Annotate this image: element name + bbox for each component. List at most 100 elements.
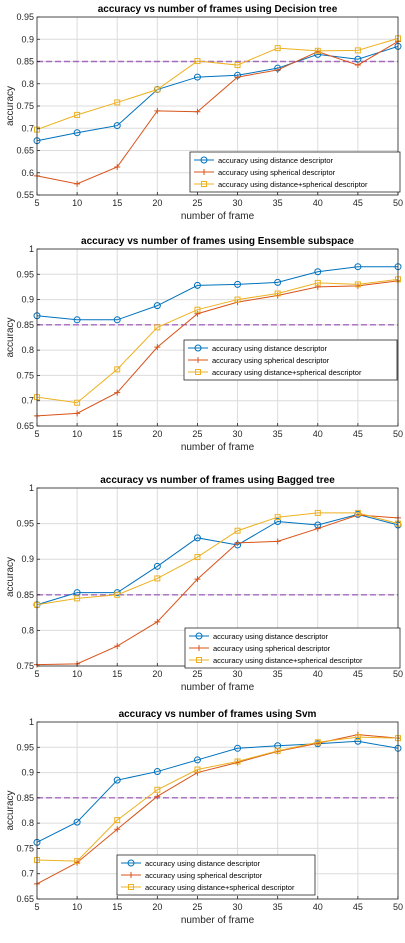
y-tick-label: 0.8: [21, 818, 34, 828]
legend: accuracy using distance descriptor accura…: [183, 339, 398, 381]
legend-item-1: accuracy using distance descriptor: [188, 344, 328, 353]
x-tick-label: 20: [152, 902, 162, 912]
series-line: [36, 512, 399, 606]
y-axis-label: accuracy: [5, 86, 16, 126]
data-point: [234, 758, 241, 765]
series-line: [36, 514, 399, 666]
legend-label: accuracy using distance+spherical descri…: [145, 883, 295, 892]
x-tick-label: 45: [353, 429, 363, 439]
data-point: [274, 538, 281, 545]
y-tick-label: 0.85: [16, 793, 34, 803]
y-tick-label: 1: [29, 717, 34, 727]
x-tick-label: 40: [313, 902, 323, 912]
legend-item-1: accuracy using distance descriptor: [194, 156, 334, 165]
chart-title: accuracy vs number of frames using Svm: [119, 709, 317, 720]
y-tick-label: 1: [29, 483, 34, 493]
data-point: [234, 296, 241, 303]
y-tick-label: 0.8: [21, 79, 34, 89]
chart-title: accuracy vs number of frames using Ensem…: [81, 236, 354, 247]
series-line: [36, 266, 398, 321]
y-tick-label: 0.75: [16, 370, 34, 380]
data-point: [74, 410, 81, 417]
legend-label: accuracy using distance descriptor: [145, 859, 261, 868]
x-tick-label: 45: [353, 198, 363, 208]
data-point: [354, 281, 361, 288]
data-point: [194, 306, 201, 313]
y-tick-label: 0.8: [21, 625, 34, 635]
legend: accuracy using distance descriptor accura…: [189, 151, 401, 193]
data-point: [154, 324, 161, 331]
y-axis-label: accuracy: [5, 557, 16, 597]
y-tick-label: 0.65: [16, 421, 34, 431]
x-tick-label: 50: [393, 198, 403, 208]
data-point: [234, 744, 242, 752]
data-point: [354, 734, 361, 741]
x-tick-label: 35: [273, 429, 283, 439]
x-tick-label: 25: [192, 429, 202, 439]
legend-item-3: accuracy using distance+spherical descri…: [121, 883, 295, 892]
data-point: [354, 62, 361, 69]
data-point: [74, 595, 81, 602]
data-point: [314, 739, 321, 746]
data-point: [314, 279, 321, 286]
x-tick-label: 35: [273, 669, 283, 679]
x-tick-label: 30: [233, 669, 243, 679]
data-point: [74, 180, 81, 187]
x-tick-label: 15: [112, 902, 122, 912]
y-tick-label: 0.55: [16, 190, 34, 200]
series-line: [36, 41, 399, 185]
data-point: [114, 366, 121, 373]
x-tick-label: 35: [273, 902, 283, 912]
legend-marker: [196, 657, 202, 663]
data-point: [114, 389, 121, 396]
data-point: [354, 263, 362, 271]
x-tick-label: 45: [353, 902, 363, 912]
legend-item-3: accuracy using distance+spherical descri…: [189, 656, 363, 665]
x-tick-label: 50: [393, 902, 403, 912]
legend-marker: [196, 645, 202, 651]
legend-marker: [194, 344, 202, 352]
data-point: [274, 517, 282, 525]
legend-label: accuracy using spherical descriptor: [212, 356, 330, 365]
chart-title: accuracy vs number of frames using Decis…: [98, 4, 338, 15]
series-line: [36, 734, 399, 885]
series-line: [36, 37, 399, 131]
x-tick-label: 20: [152, 198, 162, 208]
x-tick-label: 50: [393, 429, 403, 439]
data-point: [274, 747, 281, 754]
legend-label: accuracy using distance+spherical descri…: [218, 180, 368, 189]
x-tick-label: 5: [34, 902, 39, 912]
legend-marker: [128, 872, 134, 878]
series-line: [36, 280, 399, 417]
data-point: [73, 129, 81, 137]
y-tick-label: 0.85: [16, 57, 34, 67]
x-axis-label: number of frame: [181, 442, 255, 453]
legend: accuracy using distance descriptor accura…: [184, 627, 401, 669]
plot-area: [37, 249, 398, 426]
y-tick-label: 0.75: [16, 661, 34, 671]
legend-box: [184, 627, 401, 669]
y-tick-label: 0.85: [16, 320, 34, 330]
data-point: [153, 562, 161, 570]
y-tick-label: 0.7: [21, 123, 34, 133]
x-tick-label: 25: [192, 669, 202, 679]
x-tick-label: 5: [34, 669, 39, 679]
y-tick-label: 0.7: [21, 396, 34, 406]
legend-item-1: accuracy using distance descriptor: [189, 632, 329, 641]
legend-item-2: accuracy using spherical descriptor: [194, 168, 336, 177]
legend-label: accuracy using spherical descriptor: [218, 168, 336, 177]
data-point: [74, 858, 81, 865]
data-point: [154, 575, 161, 582]
chart-3: 5 10 15 20 25 30 35 40 45 50 0.75 0.8 0.85 0.9 0.95 1 ac…: [5, 475, 403, 693]
x-tick-label: 35: [273, 198, 283, 208]
data-point: [114, 163, 121, 170]
data-point: [274, 45, 281, 52]
x-tick-label: 40: [313, 198, 323, 208]
legend-marker: [195, 369, 201, 375]
data-point: [154, 344, 161, 351]
legend-label: accuracy using distance descriptor: [212, 344, 328, 353]
data-point: [73, 818, 81, 826]
data-point: [354, 47, 361, 54]
legend-label: accuracy using distance descriptor: [218, 156, 334, 165]
